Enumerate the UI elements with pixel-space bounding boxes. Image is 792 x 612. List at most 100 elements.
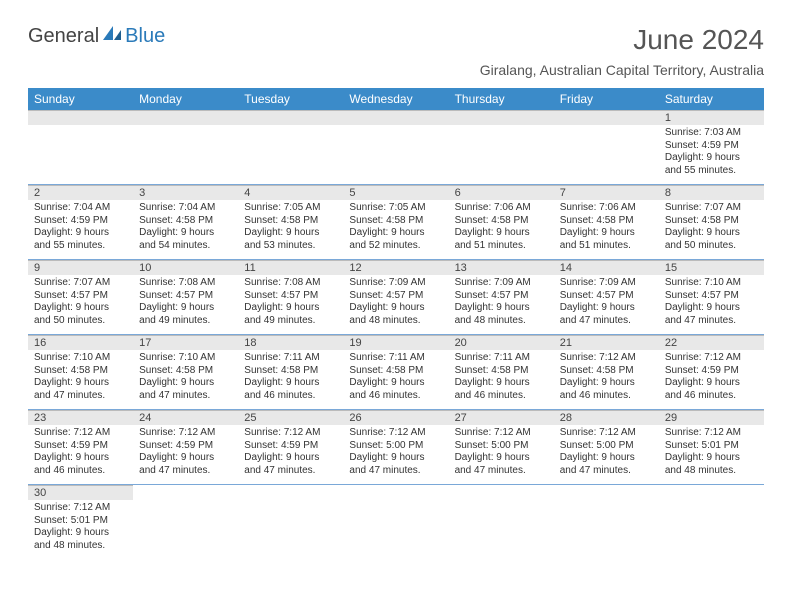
daylight-text: and 48 minutes. [34,540,127,553]
day-details: Sunrise: 7:12 AMSunset: 5:00 PMDaylight:… [343,425,448,481]
calendar-week-row: 23Sunrise: 7:12 AMSunset: 4:59 PMDayligh… [28,410,764,485]
day-number: 4 [238,185,343,200]
day-number: . [238,110,343,125]
sunrise-text: Sunrise: 7:03 AM [665,127,758,140]
day-details: Sunrise: 7:07 AMSunset: 4:58 PMDaylight:… [659,200,764,256]
sunset-text: Sunset: 4:59 PM [665,365,758,378]
calendar-day-cell: 15Sunrise: 7:10 AMSunset: 4:57 PMDayligh… [659,260,764,335]
daylight-text: Daylight: 9 hours [560,302,653,315]
calendar-week-row: ......1Sunrise: 7:03 AMSunset: 4:59 PMDa… [28,110,764,185]
sunrise-text: Sunrise: 7:10 AM [34,352,127,365]
sunrise-text: Sunrise: 7:04 AM [34,202,127,215]
calendar-day-cell [343,485,448,560]
logo: General Blue [28,24,165,48]
calendar-day-cell [133,485,238,560]
calendar-week-row: 9Sunrise: 7:07 AMSunset: 4:57 PMDaylight… [28,260,764,335]
day-number: 28 [554,410,659,425]
sunrise-text: Sunrise: 7:10 AM [665,277,758,290]
daylight-text: and 47 minutes. [665,315,758,328]
sunrise-text: Sunrise: 7:08 AM [139,277,232,290]
day-number: . [554,110,659,125]
day-header: Tuesday [238,88,343,110]
calendar-day-cell [659,485,764,560]
location: Giralang, Australian Capital Territory, … [480,62,764,78]
day-details: Sunrise: 7:09 AMSunset: 4:57 PMDaylight:… [449,275,554,331]
sunrise-text: Sunrise: 7:06 AM [455,202,548,215]
sunrise-text: Sunrise: 7:12 AM [34,502,127,515]
sunset-text: Sunset: 4:59 PM [139,440,232,453]
sunset-text: Sunset: 4:57 PM [34,290,127,303]
day-header: Wednesday [343,88,448,110]
daylight-text: Daylight: 9 hours [455,377,548,390]
daylight-text: and 46 minutes. [560,390,653,403]
daylight-text: Daylight: 9 hours [244,227,337,240]
sunrise-text: Sunrise: 7:12 AM [244,427,337,440]
calendar-day-cell: 20Sunrise: 7:11 AMSunset: 4:58 PMDayligh… [449,335,554,410]
daylight-text: Daylight: 9 hours [34,527,127,540]
sunset-text: Sunset: 4:58 PM [34,365,127,378]
daylight-text: and 50 minutes. [665,240,758,253]
daylight-text: and 49 minutes. [244,315,337,328]
logo-sail-icon [101,24,123,48]
logo-text-1: General [28,25,99,48]
daylight-text: and 47 minutes. [34,390,127,403]
day-number: 30 [28,485,133,500]
sunrise-text: Sunrise: 7:09 AM [560,277,653,290]
daylight-text: Daylight: 9 hours [665,452,758,465]
sunrise-text: Sunrise: 7:12 AM [455,427,548,440]
day-header-row: Sunday Monday Tuesday Wednesday Thursday… [28,88,764,110]
day-number: 25 [238,410,343,425]
day-number: 9 [28,260,133,275]
sunrise-text: Sunrise: 7:06 AM [560,202,653,215]
daylight-text: and 48 minutes. [455,315,548,328]
day-number: 13 [449,260,554,275]
sunset-text: Sunset: 4:58 PM [139,365,232,378]
sunset-text: Sunset: 4:58 PM [665,215,758,228]
sunset-text: Sunset: 4:57 PM [455,290,548,303]
day-number: . [343,110,448,125]
sunrise-text: Sunrise: 7:12 AM [560,427,653,440]
daylight-text: Daylight: 9 hours [349,302,442,315]
day-details: Sunrise: 7:12 AMSunset: 4:59 PMDaylight:… [659,350,764,406]
calendar-day-cell: 27Sunrise: 7:12 AMSunset: 5:00 PMDayligh… [449,410,554,485]
daylight-text: and 47 minutes. [560,315,653,328]
day-details: Sunrise: 7:12 AMSunset: 5:01 PMDaylight:… [28,500,133,556]
sunrise-text: Sunrise: 7:07 AM [665,202,758,215]
sunrise-text: Sunrise: 7:11 AM [455,352,548,365]
day-details: Sunrise: 7:11 AMSunset: 4:58 PMDaylight:… [449,350,554,406]
day-number: 7 [554,185,659,200]
sunrise-text: Sunrise: 7:11 AM [349,352,442,365]
daylight-text: and 47 minutes. [349,465,442,478]
daylight-text: Daylight: 9 hours [560,227,653,240]
sunrise-text: Sunrise: 7:05 AM [349,202,442,215]
sunset-text: Sunset: 4:58 PM [455,365,548,378]
daylight-text: Daylight: 9 hours [139,227,232,240]
sunset-text: Sunset: 5:00 PM [349,440,442,453]
sunset-text: Sunset: 4:58 PM [349,365,442,378]
day-number: . [449,110,554,125]
day-number: 5 [343,185,448,200]
day-details: Sunrise: 7:06 AMSunset: 4:58 PMDaylight:… [449,200,554,256]
day-number: 22 [659,335,764,350]
day-details: Sunrise: 7:12 AMSunset: 5:00 PMDaylight:… [554,425,659,481]
calendar-day-cell: 3Sunrise: 7:04 AMSunset: 4:58 PMDaylight… [133,185,238,260]
daylight-text: Daylight: 9 hours [34,227,127,240]
calendar-day-cell: 2Sunrise: 7:04 AMSunset: 4:59 PMDaylight… [28,185,133,260]
daylight-text: Daylight: 9 hours [244,302,337,315]
sunset-text: Sunset: 4:58 PM [560,365,653,378]
calendar-day-cell [449,485,554,560]
sunrise-text: Sunrise: 7:09 AM [349,277,442,290]
daylight-text: and 49 minutes. [139,315,232,328]
daylight-text: Daylight: 9 hours [455,227,548,240]
daylight-text: and 50 minutes. [34,315,127,328]
day-details: Sunrise: 7:11 AMSunset: 4:58 PMDaylight:… [343,350,448,406]
day-details: Sunrise: 7:10 AMSunset: 4:58 PMDaylight:… [133,350,238,406]
daylight-text: and 51 minutes. [455,240,548,253]
day-details: Sunrise: 7:09 AMSunset: 4:57 PMDaylight:… [343,275,448,331]
day-number: 16 [28,335,133,350]
sunset-text: Sunset: 4:58 PM [139,215,232,228]
calendar-day-cell: . [133,110,238,185]
day-details: Sunrise: 7:08 AMSunset: 4:57 PMDaylight:… [238,275,343,331]
sunset-text: Sunset: 4:59 PM [665,140,758,153]
calendar-day-cell: 14Sunrise: 7:09 AMSunset: 4:57 PMDayligh… [554,260,659,335]
